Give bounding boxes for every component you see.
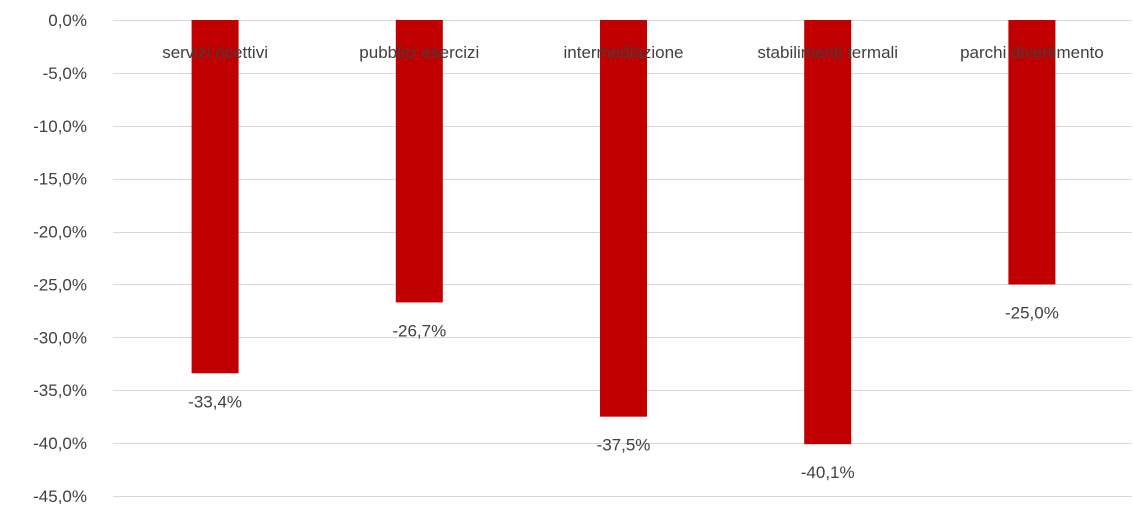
bar — [395, 20, 443, 303]
data-label: -33,4% — [188, 392, 242, 411]
y-tick-label: -45,0% — [33, 487, 87, 504]
y-tick-label: -20,0% — [33, 223, 87, 242]
bar — [804, 20, 852, 445]
category-label: pubblici esercizi — [359, 43, 479, 62]
bars — [191, 20, 1056, 445]
y-tick-label: -35,0% — [33, 381, 87, 400]
data-label: -37,5% — [597, 436, 651, 455]
y-tick-label: -5,0% — [43, 64, 87, 83]
x-category-labels: servizi ricettivi pubblici esercizi interm… — [162, 43, 1104, 62]
y-axis-tick-labels: 0,0% -5,0% -10,0% -15,0% -20,0% -25,0% -30,0% -… — [33, 11, 87, 506]
y-tick-label: -30,0% — [33, 328, 87, 347]
category-label: servizi ricettivi — [162, 43, 268, 62]
category-label: stabilimenti termali — [757, 43, 898, 62]
data-label: -40,1% — [801, 463, 855, 482]
data-label: -25,0% — [1005, 303, 1059, 322]
y-tick-label: 0,0% — [48, 11, 87, 30]
y-tick-label: -10,0% — [33, 117, 87, 136]
bar — [1008, 20, 1056, 285]
data-labels: -33,4% -26,7% -37,5% -40,1% -25,0% — [188, 303, 1059, 482]
y-tick-label: -25,0% — [33, 275, 87, 294]
y-tick-label: -40,0% — [33, 434, 87, 453]
category-label: parchi divertimento — [960, 43, 1104, 62]
y-tick-label: -15,0% — [33, 170, 87, 189]
category-label: intermediazione — [563, 43, 683, 62]
bar — [191, 20, 239, 374]
data-label: -26,7% — [392, 321, 446, 340]
bar — [600, 20, 647, 417]
